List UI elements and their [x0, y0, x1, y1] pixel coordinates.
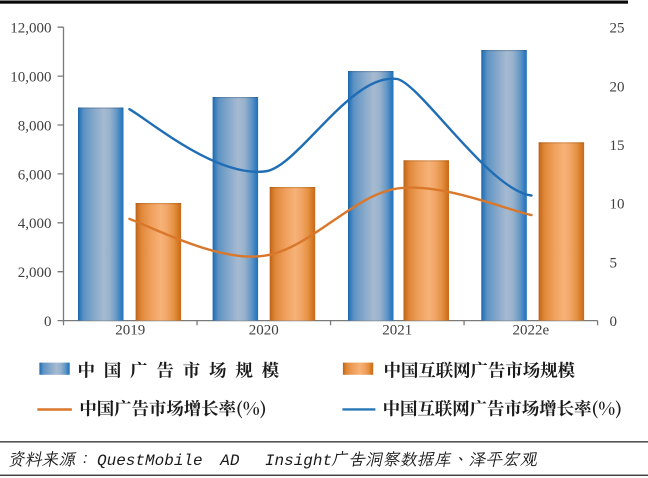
svg-text:25: 25 [610, 21, 625, 37]
svg-text:10: 10 [610, 197, 625, 213]
svg-text:2022e: 2022e [513, 323, 550, 339]
svg-text:8,000: 8,000 [18, 118, 52, 134]
svg-text:12,000: 12,000 [10, 21, 51, 37]
svg-text:20: 20 [610, 79, 625, 95]
svg-text:0: 0 [610, 314, 618, 330]
svg-text:0: 0 [44, 314, 52, 330]
svg-text:2021: 2021 [382, 323, 412, 339]
svg-text:10,000: 10,000 [10, 70, 51, 86]
svg-text:2,000: 2,000 [18, 265, 52, 281]
svg-text:AD: AD [219, 452, 240, 470]
svg-text:2019: 2019 [115, 323, 145, 339]
svg-text:QuestMobile: QuestMobile [97, 452, 203, 470]
svg-text:15: 15 [610, 138, 625, 154]
svg-text:2020: 2020 [249, 323, 279, 339]
svg-text:4,000: 4,000 [18, 216, 52, 232]
svg-text:Insight: Insight [265, 452, 332, 470]
svg-text:5: 5 [610, 255, 618, 271]
svg-text:6,000: 6,000 [18, 167, 52, 183]
